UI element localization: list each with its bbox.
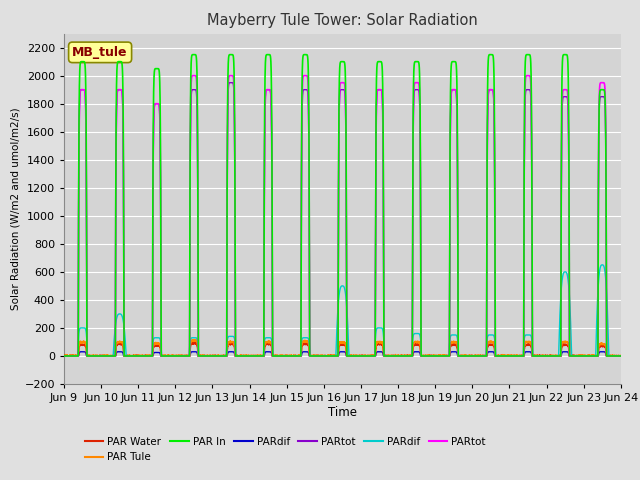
Y-axis label: Solar Radiation (W/m2 and umol/m2/s): Solar Radiation (W/m2 and umol/m2/s) [10, 108, 20, 310]
Legend: PAR Water, PAR Tule, PAR In, PARdif, PARtot, PARdif, PARtot: PAR Water, PAR Tule, PAR In, PARdif, PAR… [81, 433, 490, 467]
Text: MB_tule: MB_tule [72, 46, 128, 59]
X-axis label: Time: Time [328, 406, 357, 419]
Title: Mayberry Tule Tower: Solar Radiation: Mayberry Tule Tower: Solar Radiation [207, 13, 478, 28]
